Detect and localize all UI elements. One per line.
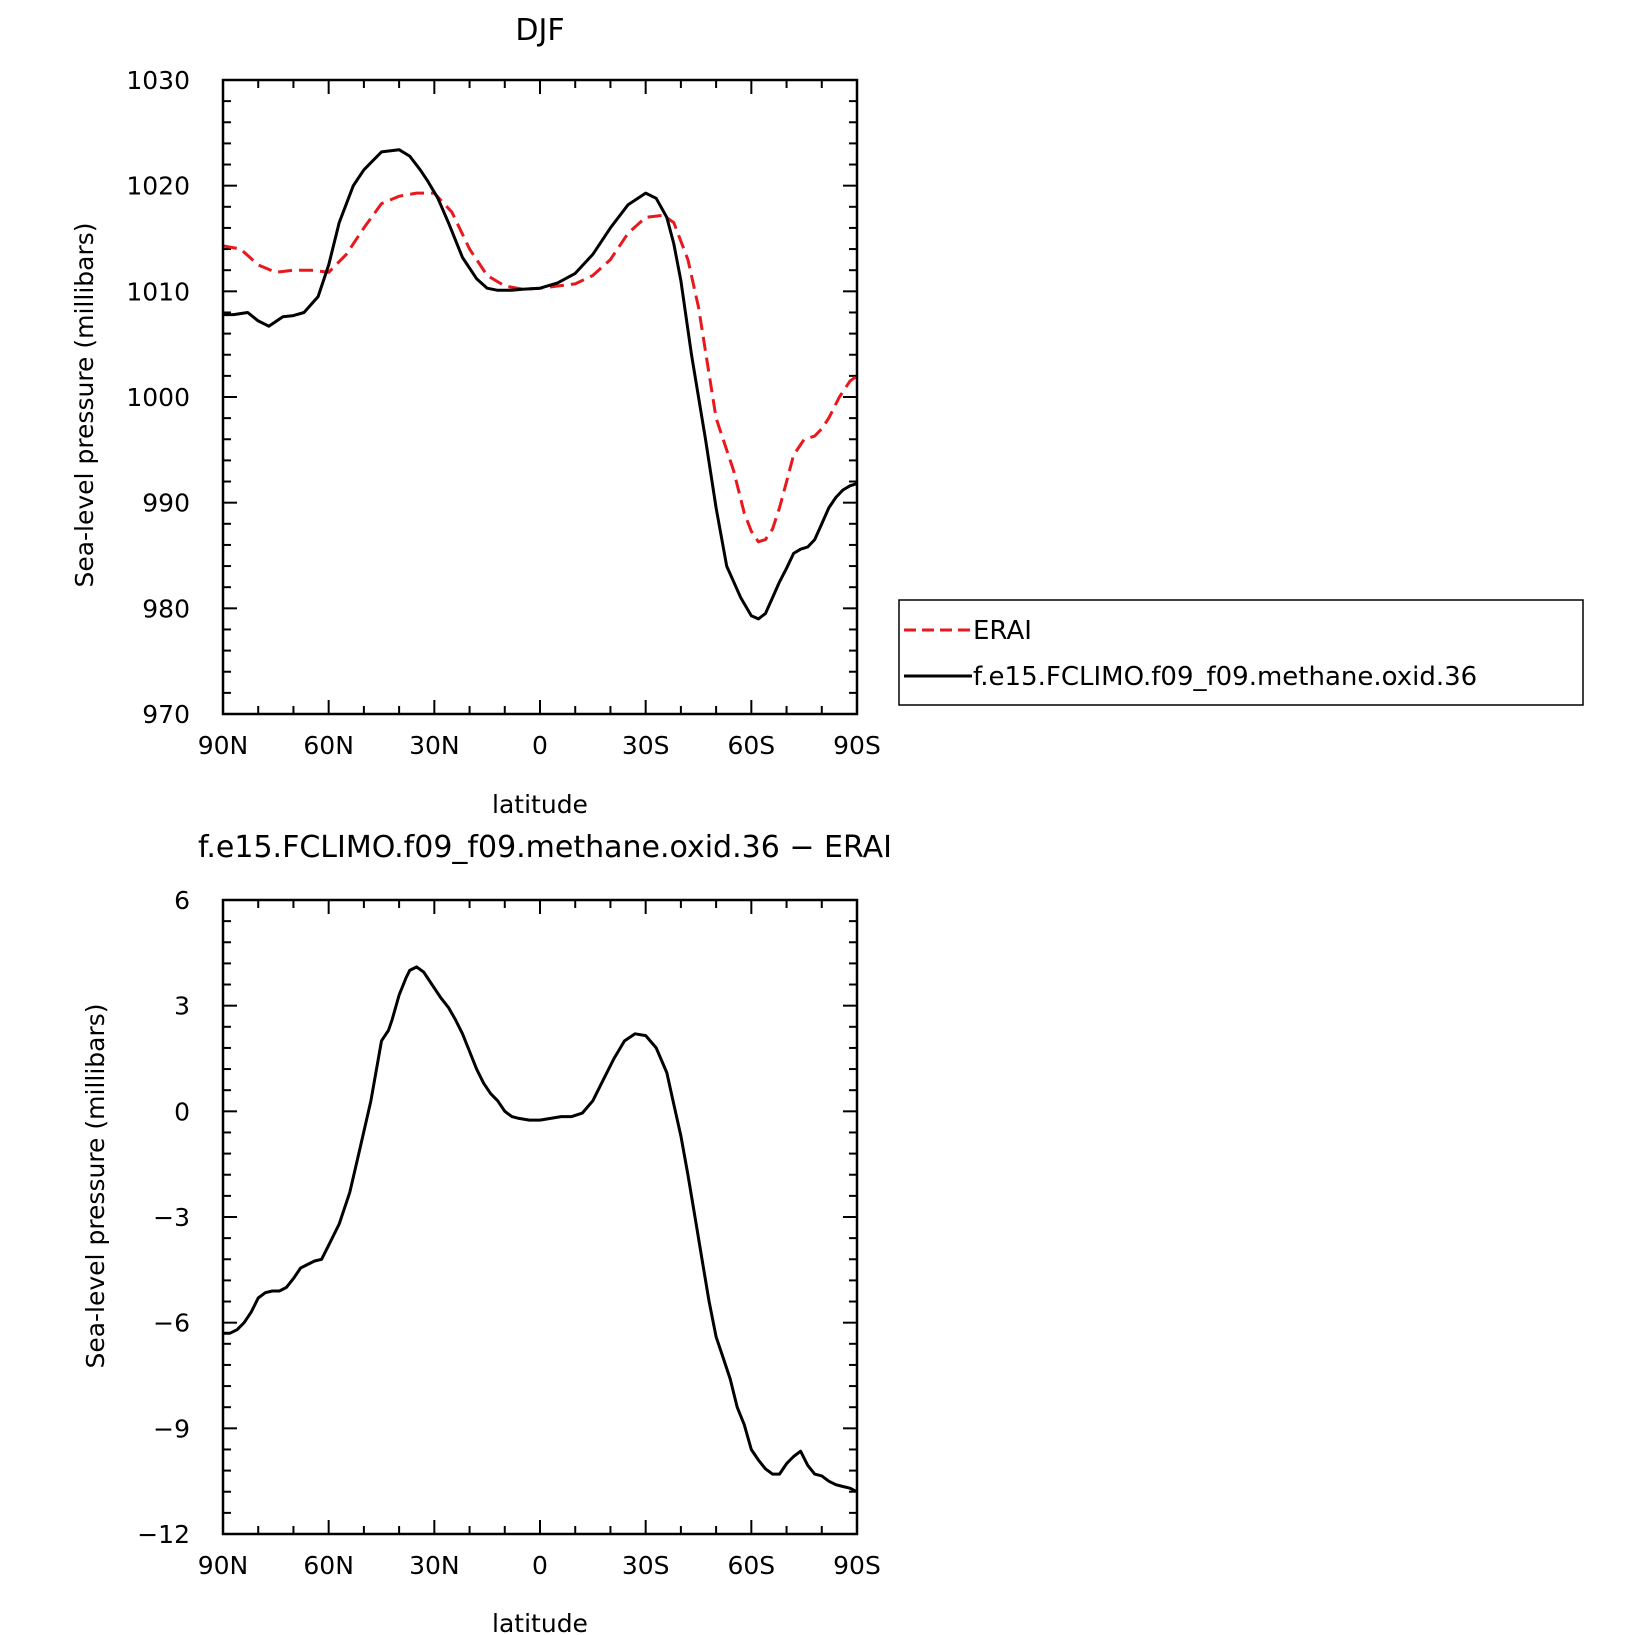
top-y-tick-label: 990 <box>142 489 190 518</box>
legend-label-erai: ERAI <box>973 616 1032 646</box>
bottom-y-tick-label: −3 <box>153 1203 190 1232</box>
top-axis-ticks <box>222 79 858 715</box>
bottom-x-tick-label: 30N <box>409 1551 460 1580</box>
bottom-y-tick-label: 6 <box>174 886 190 915</box>
bottom-y-axis-label: Sea-level pressure (millibars) <box>81 1003 110 1368</box>
legend: ERAI f.e15.FCLIMO.f09_f09.methane.oxid.3… <box>898 599 1584 706</box>
top-y-axis-label: Sea-level pressure (millibars) <box>70 222 99 587</box>
bottom-x-tick-label: 60N <box>303 1551 354 1580</box>
top-tick-labels: 90N 60N 30N 0 30S 60S 90S 1030 1020 1010 1000 990 98… <box>126 66 880 760</box>
bottom-panel: f.e15.FCLIMO.f09_f09.methane.oxid.36 − E… <box>81 830 892 1635</box>
top-series-line-erai <box>222 191 858 544</box>
bottom-y-tick-label: −6 <box>153 1309 190 1338</box>
top-x-tick-label: 60N <box>303 731 354 760</box>
top-y-tick-label: 1010 <box>126 277 190 306</box>
top-plot-frame <box>221 78 859 716</box>
top-y-tick-label: 1000 <box>126 383 190 412</box>
bottom-x-tick-label: 90S <box>833 1551 881 1580</box>
bottom-x-tick-label: 90N <box>198 1551 249 1580</box>
top-x-tick-label: 90N <box>198 731 249 760</box>
bottom-series-lines <box>223 965 858 1494</box>
bottom-x-tick-label: 30S <box>622 1551 670 1580</box>
bottom-chart-title: f.e15.FCLIMO.f09_f09.methane.oxid.36 − E… <box>198 830 892 865</box>
legend-box <box>898 599 1584 706</box>
bottom-tick-labels: 90N 60N 30N 0 30S 60S 90S 6 3 0 −3 −6 −9 −12 <box>137 886 881 1580</box>
bottom-y-tick-label: 3 <box>174 992 190 1021</box>
top-x-tick-label: 60S <box>727 731 775 760</box>
bottom-y-tick-label: −12 <box>137 1520 190 1549</box>
top-series-line-model <box>223 148 858 621</box>
top-x-tick-label: 90S <box>833 731 881 760</box>
top-x-tick-label: 30S <box>622 731 670 760</box>
top-y-tick-label: 1020 <box>126 172 190 201</box>
bottom-x-tick-label: 0 <box>532 1551 548 1580</box>
top-x-tick-label: 0 <box>532 731 548 760</box>
bottom-axis-ticks <box>222 899 858 1535</box>
top-y-tick-label: 1030 <box>126 66 190 95</box>
bottom-series-line-model <box>223 965 858 1494</box>
top-panel: DJF Sea-level pressure (millibars) latit… <box>70 13 881 819</box>
bottom-x-tick-label: 60S <box>727 1551 775 1580</box>
legend-label-model: f.e15.FCLIMO.f09_f09.methane.oxid.36 <box>973 662 1477 692</box>
top-chart-title: DJF <box>515 13 564 48</box>
bottom-x-axis-label: latitude <box>492 1609 588 1635</box>
bottom-y-tick-label: −9 <box>153 1414 190 1443</box>
bottom-plot-frame <box>221 898 859 1536</box>
top-y-tick-label: 980 <box>142 594 190 623</box>
top-x-tick-label: 30N <box>409 731 460 760</box>
bottom-y-tick-label: 0 <box>174 1097 190 1126</box>
top-series-lines <box>222 148 858 621</box>
top-x-axis-label: latitude <box>492 790 588 819</box>
top-y-tick-label: 970 <box>142 700 190 729</box>
